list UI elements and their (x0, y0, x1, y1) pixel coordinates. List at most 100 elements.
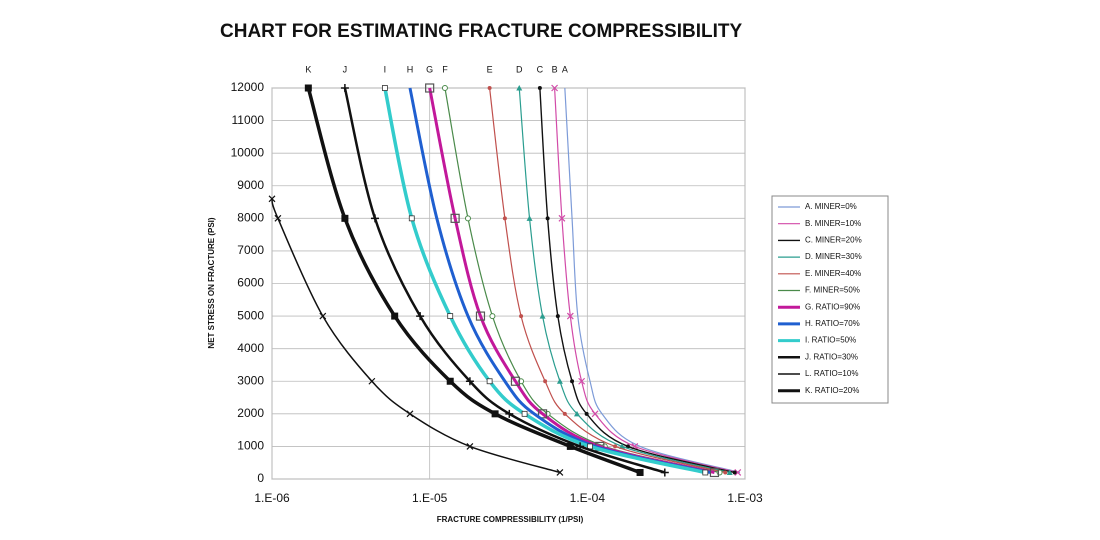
legend-label: H. RATIO=70% (805, 319, 860, 328)
series-line (539, 87, 735, 474)
marker (274, 214, 282, 222)
marker (636, 468, 644, 476)
legend-box (771, 195, 889, 404)
curve-label: B (552, 64, 558, 74)
marker (566, 312, 574, 320)
marker (566, 442, 574, 450)
marker (391, 312, 399, 320)
marker (551, 84, 559, 92)
marker (526, 215, 533, 221)
curve-label: F (442, 64, 448, 74)
marker (709, 467, 720, 478)
marker (370, 214, 379, 223)
marker (660, 468, 669, 477)
series-line (489, 87, 726, 474)
marker (556, 378, 563, 384)
y-tick-label: 9000 (237, 178, 264, 192)
legend-label: I. RATIO=50% (805, 336, 856, 345)
chart-title: CHART FOR ESTIMATING FRACTURE COMPRESSIB… (220, 21, 742, 42)
marker (702, 469, 709, 476)
legend-label: C. MINER=20% (805, 236, 862, 245)
curve-label: I (384, 64, 387, 74)
marker (521, 410, 528, 417)
marker (613, 444, 618, 449)
x-axis-title: FRACTURE COMPRESSIBILITY (1/PSI) (437, 515, 584, 524)
marker (466, 442, 474, 450)
marker (489, 313, 496, 320)
marker (578, 377, 586, 385)
marker (465, 377, 474, 386)
marker (491, 410, 499, 418)
y-tick-label: 3000 (237, 373, 264, 387)
curve-label: G (426, 64, 433, 74)
legend-label: A. MINER=0% (805, 202, 857, 211)
marker (558, 214, 566, 222)
y-tick-label: 12000 (231, 80, 265, 94)
x-tick-label: 1.E-03 (727, 491, 763, 505)
marker (562, 411, 567, 416)
marker (619, 443, 626, 449)
marker (502, 216, 507, 221)
marker (505, 409, 514, 418)
marker (726, 469, 733, 475)
marker (446, 377, 454, 385)
y-tick-label: 6000 (237, 276, 264, 290)
y-tick-label: 8000 (237, 211, 264, 225)
legend-label: E. MINER=40% (805, 269, 861, 278)
curve-label: E (487, 64, 493, 74)
curve-label: H (407, 64, 414, 74)
x-tick-label: 1.E-05 (412, 491, 448, 505)
curve-label: D (516, 64, 523, 74)
marker (416, 312, 425, 321)
legend-label: J. RATIO=30% (805, 352, 858, 361)
y-tick-label: 7000 (237, 243, 264, 257)
curve-label: J (343, 64, 348, 74)
marker (584, 411, 589, 416)
legend-label: F. MINER=50% (805, 286, 860, 295)
legend-label: G. RATIO=90% (805, 302, 860, 311)
marker (340, 84, 349, 92)
marker (450, 213, 460, 223)
legend-label: K. RATIO=20% (805, 386, 859, 395)
marker (723, 470, 728, 475)
marker (464, 215, 471, 222)
series-line (518, 87, 730, 474)
marker (408, 215, 415, 222)
marker (304, 84, 312, 92)
marker (441, 85, 448, 91)
marker (556, 469, 564, 476)
legend-label: B. MINER=10% (805, 219, 861, 228)
marker (406, 410, 414, 418)
series-line (554, 87, 738, 474)
y-tick-label: 2000 (237, 406, 264, 420)
marker (475, 311, 486, 321)
marker (574, 410, 581, 417)
y-tick-label: 1000 (237, 439, 264, 453)
x-tick-label: 1.E-06 (254, 491, 290, 505)
marker (341, 214, 349, 222)
y-tick-label: 5000 (237, 308, 264, 322)
y-axis-title: NET STRESS ON FRACTURE (PSI) (207, 217, 216, 348)
curve-label: A (562, 64, 568, 74)
marker (591, 410, 599, 418)
marker (545, 216, 550, 221)
marker (368, 377, 376, 385)
y-tick-label: 4000 (237, 341, 264, 355)
marker (537, 86, 542, 90)
y-tick-label: 0 (257, 471, 264, 485)
marker (519, 314, 524, 319)
y-tick-label: 11000 (232, 113, 265, 127)
marker (625, 444, 630, 449)
marker (539, 313, 546, 319)
marker (732, 470, 737, 475)
curve-label: C (537, 64, 544, 74)
legend-label: D. MINER=30% (805, 252, 862, 261)
marker (486, 378, 493, 385)
marker (425, 83, 435, 93)
y-tick-label: 10000 (231, 145, 265, 159)
marker (570, 379, 575, 384)
marker (447, 313, 454, 319)
marker (734, 469, 742, 476)
marker (543, 379, 548, 384)
